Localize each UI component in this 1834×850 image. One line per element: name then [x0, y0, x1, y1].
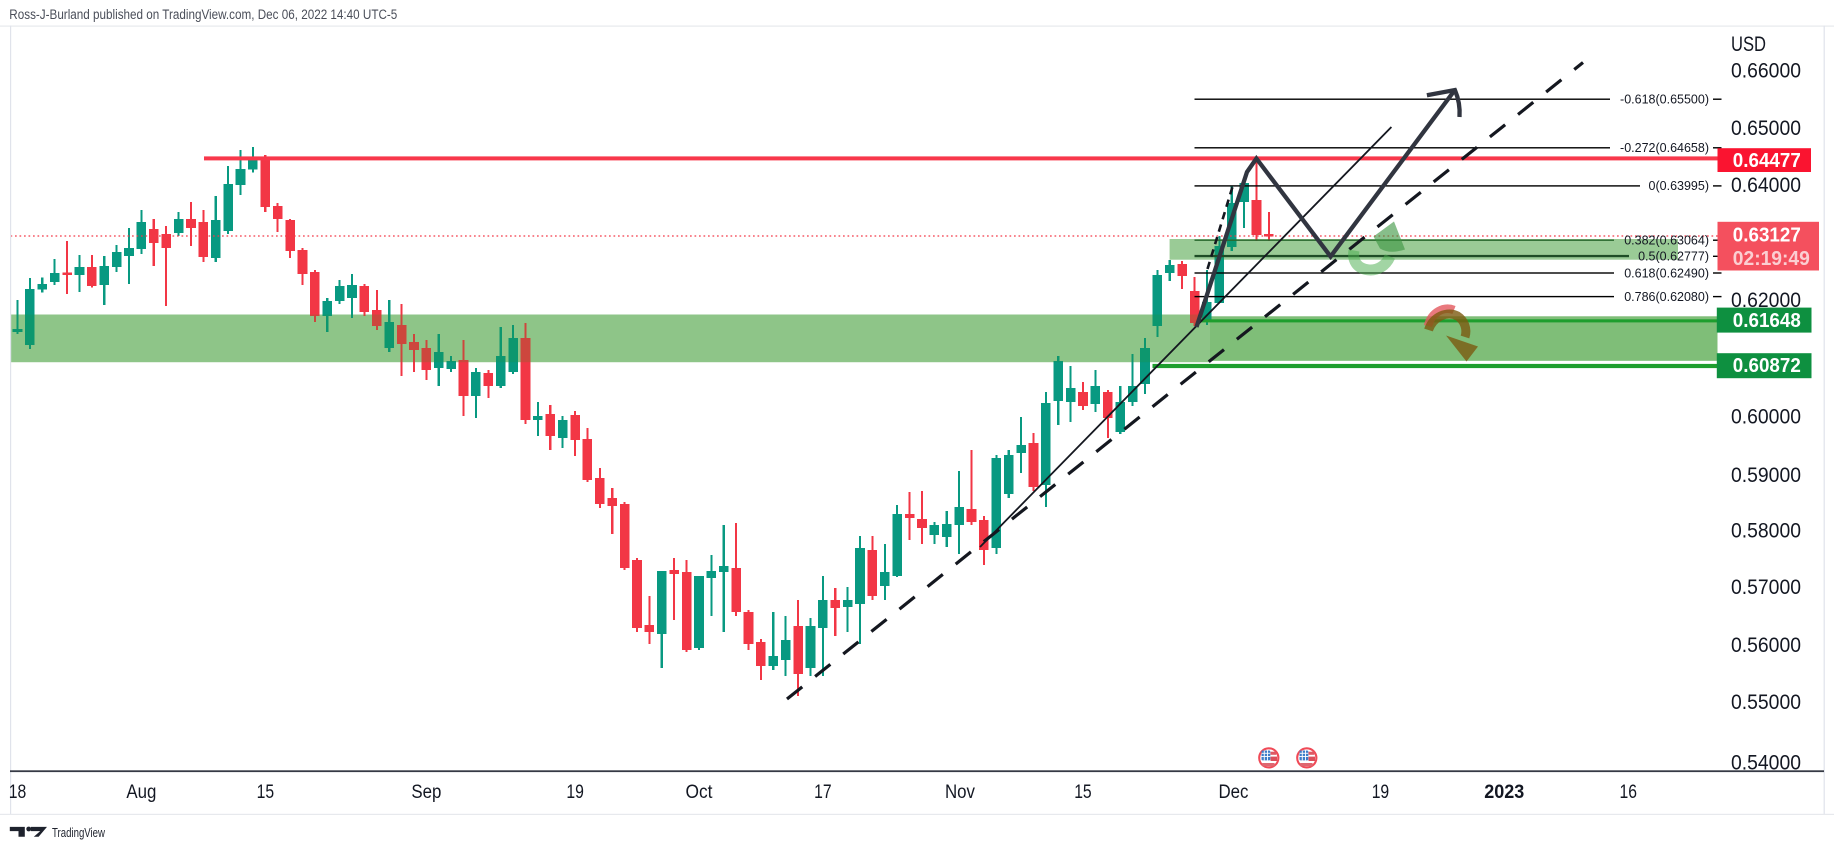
svg-text:02:19:49: 02:19:49: [1733, 248, 1810, 270]
svg-text:Nov: Nov: [945, 782, 975, 803]
svg-text:15: 15: [257, 782, 275, 803]
svg-text:0.61648: 0.61648: [1733, 310, 1801, 332]
svg-text:0.65000: 0.65000: [1731, 117, 1801, 140]
svg-text:17: 17: [814, 782, 832, 803]
svg-text:15: 15: [1074, 782, 1092, 803]
svg-text:0.66000: 0.66000: [1731, 60, 1801, 83]
svg-text:18: 18: [9, 782, 27, 803]
svg-text:16: 16: [1620, 782, 1638, 803]
svg-text:0.57000: 0.57000: [1731, 576, 1801, 599]
svg-text:0.63127: 0.63127: [1733, 224, 1801, 246]
svg-text:Sep: Sep: [411, 782, 441, 803]
svg-text:0.60000: 0.60000: [1731, 406, 1801, 429]
svg-text:0.60872: 0.60872: [1733, 355, 1801, 377]
svg-text:TradingView: TradingView: [52, 825, 105, 840]
svg-text:-0.272(0.64658): -0.272(0.64658): [1620, 141, 1709, 155]
svg-text:0.58000: 0.58000: [1731, 520, 1801, 543]
svg-text:0.618(0.62490): 0.618(0.62490): [1624, 266, 1709, 280]
svg-text:19: 19: [1372, 782, 1390, 803]
svg-text:19: 19: [566, 782, 584, 803]
svg-text:Dec: Dec: [1219, 782, 1249, 803]
svg-text:0.786(0.62080): 0.786(0.62080): [1624, 290, 1709, 304]
svg-text:0.62000: 0.62000: [1731, 289, 1801, 312]
svg-text:0.56000: 0.56000: [1731, 634, 1801, 657]
svg-text:Ross-J-Burland published on Tr: Ross-J-Burland published on TradingView.…: [9, 7, 397, 22]
svg-text:USD: USD: [1731, 33, 1766, 56]
svg-text:Oct: Oct: [686, 782, 714, 803]
svg-text:-0.618(0.65500): -0.618(0.65500): [1620, 93, 1709, 107]
svg-text:0.64000: 0.64000: [1731, 174, 1801, 197]
svg-text:Aug: Aug: [126, 782, 156, 803]
svg-text:2023: 2023: [1484, 782, 1524, 803]
svg-text:0.59000: 0.59000: [1731, 464, 1801, 487]
svg-text:0.64477: 0.64477: [1733, 150, 1801, 172]
svg-text:0.382(0.63064): 0.382(0.63064): [1624, 234, 1709, 248]
svg-text:0.54000: 0.54000: [1731, 752, 1801, 775]
svg-text:0.55000: 0.55000: [1731, 691, 1801, 714]
svg-text:0.5(0.62777): 0.5(0.62777): [1638, 250, 1709, 264]
svg-text:0(0.63995): 0(0.63995): [1649, 179, 1709, 193]
